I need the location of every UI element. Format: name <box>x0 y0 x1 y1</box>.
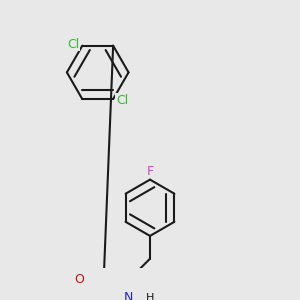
Text: Cl: Cl <box>116 94 128 107</box>
Text: O: O <box>74 272 84 286</box>
Text: F: F <box>146 165 154 178</box>
Text: Cl: Cl <box>68 38 80 51</box>
Text: N: N <box>124 291 133 300</box>
Text: H: H <box>146 292 154 300</box>
